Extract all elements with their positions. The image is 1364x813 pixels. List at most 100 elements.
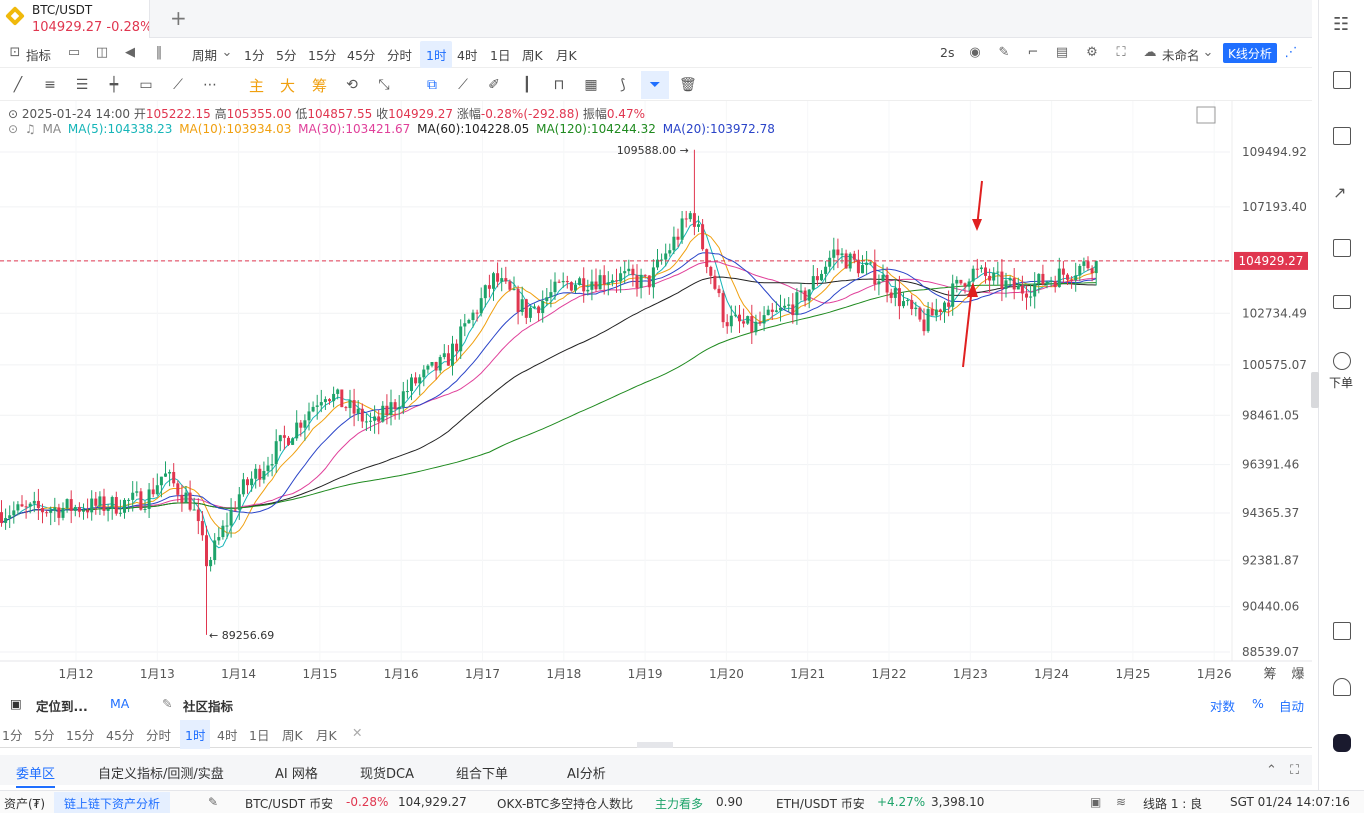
indicator-button[interactable]: 指标 xyxy=(26,48,52,63)
period-1h[interactable]: 1时 xyxy=(420,41,453,68)
period-4h[interactable]: 4时 xyxy=(457,48,478,63)
bottom-period-1h[interactable]: 1时 xyxy=(180,720,211,749)
parallel-lines-icon[interactable]: ≡ xyxy=(44,77,56,93)
filter-icon[interactable]: ⏷ xyxy=(641,71,669,99)
headset-icon[interactable] xyxy=(1333,678,1351,696)
sidebar-toggle-handle[interactable] xyxy=(1311,372,1319,408)
tab-spot-dca[interactable]: 现货DCA xyxy=(360,767,414,782)
kline-analysis-button[interactable]: K线分析 xyxy=(1223,43,1277,63)
tab-ai-analysis[interactable]: AI分析 xyxy=(567,767,606,782)
eth-pair-label[interactable]: ETH/USDT 币安 xyxy=(776,797,865,811)
horizontal-ray-icon[interactable]: ┿ xyxy=(109,77,119,93)
rectangle-icon[interactable]: ▭ xyxy=(139,77,153,93)
measure-icon[interactable]: ⤡ xyxy=(378,77,390,93)
note-icon[interactable]: ▦ xyxy=(584,77,598,93)
onchain-analysis-button[interactable]: 链上链下资产分析 xyxy=(54,792,171,813)
locate-button[interactable]: 定位到... xyxy=(36,699,88,714)
okx-ratio-label[interactable]: OKX-BTC多空持仓人数比 xyxy=(497,797,634,811)
bottom-period-15m[interactable]: 15分 xyxy=(66,728,95,743)
eraser-icon[interactable]: ⟆ xyxy=(620,77,626,93)
assistant-avatar-icon[interactable] xyxy=(1333,734,1351,752)
gear-icon[interactable]: ⚙ xyxy=(1086,45,1098,60)
period-dropdown[interactable]: 周期 xyxy=(192,48,218,63)
close-icon[interactable]: ✕ xyxy=(352,725,363,740)
bell-icon[interactable]: ♫ xyxy=(24,122,36,136)
brush-icon[interactable]: ✐ xyxy=(488,77,500,93)
etf-icon[interactable] xyxy=(1333,295,1351,309)
big-order-button[interactable]: 大 xyxy=(280,77,296,95)
watchlist-icon[interactable]: ☷ xyxy=(1333,14,1350,35)
period-1m[interactable]: 1分 xyxy=(244,48,265,63)
bottom-period-week[interactable]: 周K xyxy=(282,728,303,743)
auto-scale-button[interactable]: 自动 xyxy=(1279,699,1305,714)
tab-custom-indicator[interactable]: 自定义指标/回测/实盘 xyxy=(98,767,224,782)
rewind-icon[interactable]: ◀ xyxy=(125,45,135,60)
community-indicator-tab[interactable]: 社区指标 xyxy=(183,699,234,714)
period-5m[interactable]: 5分 xyxy=(276,48,297,63)
period-1d[interactable]: 1日 xyxy=(490,48,511,63)
percent-scale-button[interactable]: % xyxy=(1252,696,1264,711)
share-icon[interactable]: ⋰ xyxy=(1284,45,1298,60)
more-icon[interactable]: ⋯ xyxy=(203,77,217,93)
chart-corner-icon[interactable] xyxy=(1196,106,1216,124)
wallet-icon[interactable] xyxy=(1333,127,1351,145)
symbol-tab[interactable]: BTC/USDT 104929.27 -0.28% xyxy=(0,0,150,38)
period-timeshare[interactable]: 分时 xyxy=(387,48,413,63)
trend-line-icon[interactable]: ╱ xyxy=(13,77,23,93)
connection-status[interactable]: 线路 1 : 良 xyxy=(1143,797,1203,811)
chart-trend-icon[interactable]: ↗ xyxy=(1333,183,1347,202)
ray-icon[interactable]: ⟋ xyxy=(173,77,183,93)
edit-icon[interactable]: ✎ xyxy=(208,795,219,809)
bottom-period-1m[interactable]: 1分 xyxy=(2,728,23,743)
bottom-period-45m[interactable]: 45分 xyxy=(106,728,135,743)
order-label[interactable]: 下单 xyxy=(1329,376,1354,390)
collapse-icon[interactable]: ⊙ xyxy=(8,107,19,121)
period-week[interactable]: 周K xyxy=(522,48,543,63)
period-month[interactable]: 月K xyxy=(556,48,577,63)
layout-name-dropdown[interactable]: 未命名 xyxy=(1162,48,1200,63)
tab-combo-order[interactable]: 组合下单 xyxy=(456,767,509,782)
ruler-icon[interactable]: ⟋ xyxy=(458,77,468,93)
copy-icon[interactable]: ⧉ xyxy=(427,77,437,93)
ma-indicator-tab[interactable]: MA xyxy=(110,696,130,711)
calendar-icon[interactable]: ▭ xyxy=(67,45,81,60)
comment-icon[interactable]: ⌐ xyxy=(1027,45,1039,60)
expand-panel-icon[interactable]: ⛶ xyxy=(1290,763,1300,778)
fullscreen-icon[interactable]: ⛶ xyxy=(1116,45,1126,60)
main-chart-button[interactable]: 主 xyxy=(249,77,265,95)
indicator-icon[interactable]: ⊡ xyxy=(9,45,21,60)
bottom-period-1d[interactable]: 1日 xyxy=(249,728,270,743)
bottom-period-5m[interactable]: 5分 xyxy=(34,728,55,743)
btc-pair-label[interactable]: BTC/USDT 币安 xyxy=(245,797,334,811)
layout-icon[interactable]: ◫ xyxy=(95,45,109,60)
bottom-period-4h[interactable]: 4时 xyxy=(217,728,238,743)
document-icon[interactable] xyxy=(1333,71,1351,89)
chips-button[interactable]: 筹 xyxy=(312,77,328,95)
candle-type-icon[interactable]: ‖ xyxy=(155,45,163,60)
tab-orders[interactable]: 委单区 xyxy=(16,763,56,788)
add-tab-icon[interactable]: + xyxy=(170,6,187,30)
bottom-period-month[interactable]: 月K xyxy=(316,728,337,743)
lock-icon[interactable]: ⊓ xyxy=(553,77,565,93)
period-15m[interactable]: 15分 xyxy=(308,48,337,63)
collapse-panel-icon[interactable]: ⌃ xyxy=(1266,763,1277,778)
candlestick-chart[interactable]: 104929.27 109588.00 → ← 89256.69 109494.92… xyxy=(0,101,1312,690)
refresh-interval[interactable]: 2s xyxy=(940,45,955,60)
monitor-icon[interactable] xyxy=(1333,239,1351,257)
horizontal-lines-icon[interactable]: ☰ xyxy=(75,77,89,93)
camera-icon[interactable]: ◉ xyxy=(969,45,981,60)
cloud-icon[interactable]: ☁ xyxy=(1143,45,1157,60)
trash-icon[interactable]: 🗑 xyxy=(679,77,697,93)
settings-icon[interactable]: ▣ xyxy=(1090,795,1102,809)
candles-icon[interactable]: ┃ xyxy=(522,77,532,93)
panel-layout-icon[interactable] xyxy=(1333,622,1351,640)
assets-label[interactable]: 资产(₮) xyxy=(4,797,45,811)
magnet-icon[interactable]: ⟲ xyxy=(346,77,358,93)
locate-icon[interactable]: ▣ xyxy=(10,696,22,711)
period-45m[interactable]: 45分 xyxy=(347,48,376,63)
pen-icon[interactable]: ✎ xyxy=(998,45,1010,60)
collapse-icon[interactable]: ⊙ xyxy=(8,122,19,136)
order-icon[interactable] xyxy=(1333,352,1351,370)
bottom-period-timeshare[interactable]: 分时 xyxy=(146,728,172,743)
log-scale-button[interactable]: 对数 xyxy=(1210,699,1236,714)
